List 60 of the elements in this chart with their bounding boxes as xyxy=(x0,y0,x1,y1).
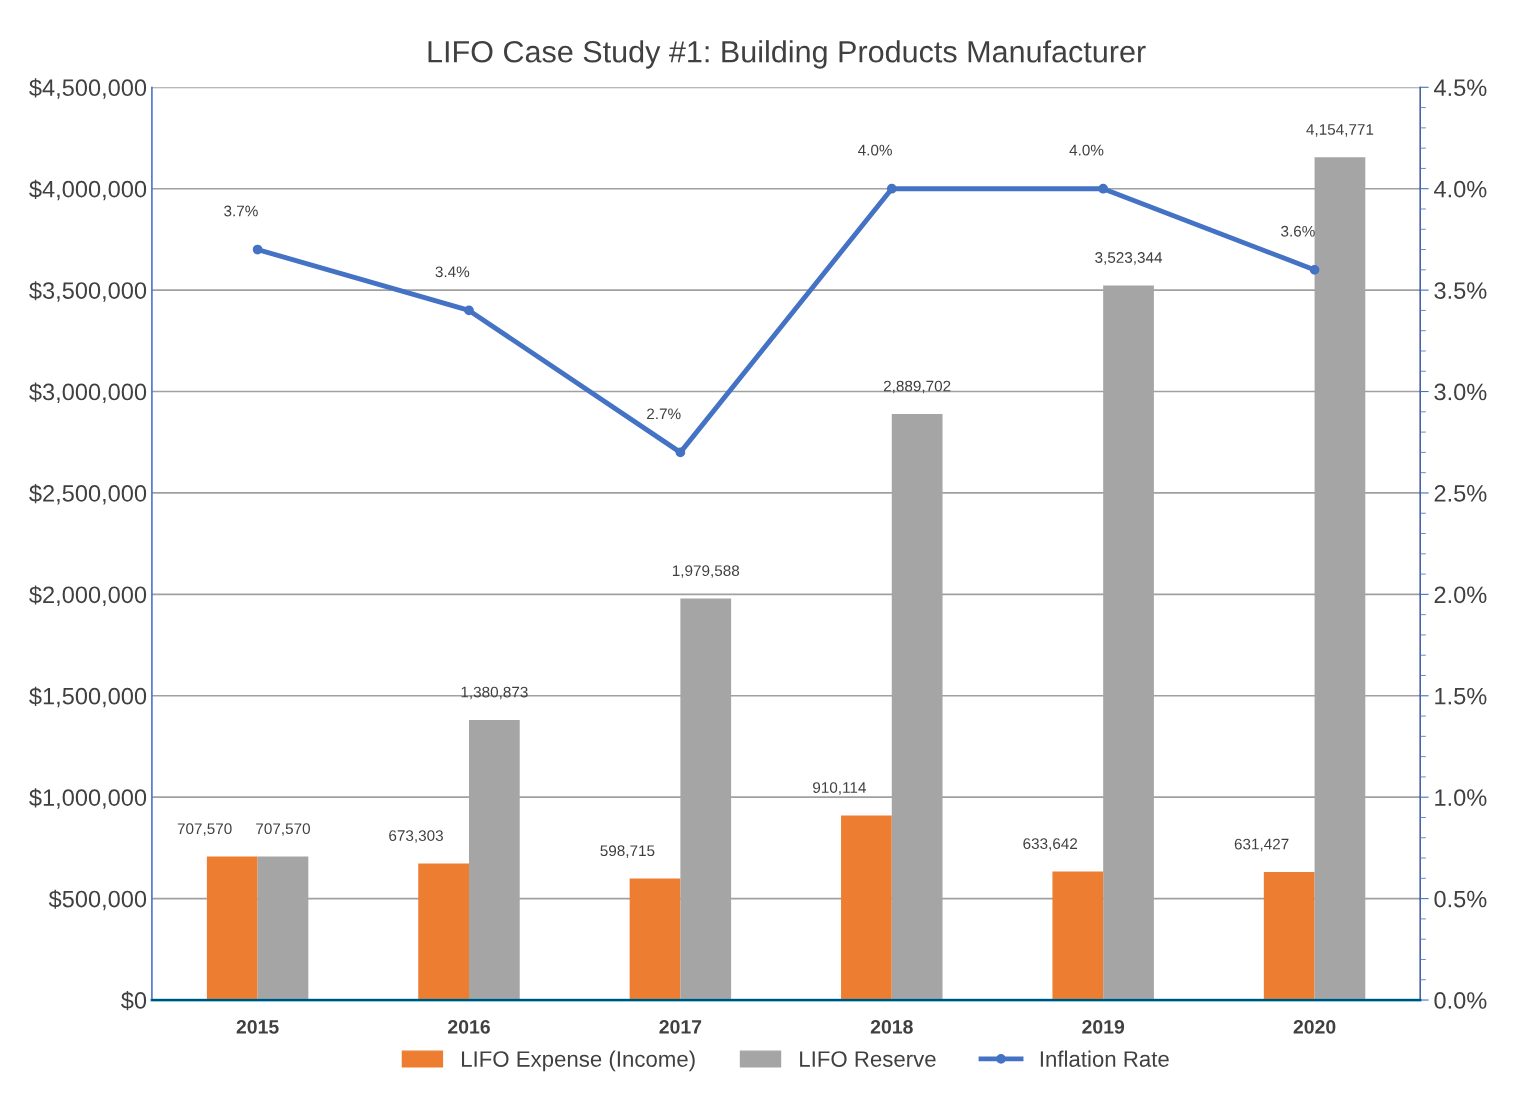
x-tick-label: 2017 xyxy=(659,1019,702,1034)
x-tick-label: 2016 xyxy=(448,1019,490,1034)
y2-tick-label: 0.0% xyxy=(1434,992,1487,1009)
data-label: 2,889,702 xyxy=(883,380,951,394)
data-label: 4.0% xyxy=(858,144,892,156)
point xyxy=(252,244,263,255)
legend-label: LIFO Expense (Income) xyxy=(462,1050,695,1072)
x-tick-label: 2015 xyxy=(236,1019,279,1034)
data-label: 631,427 xyxy=(1234,838,1289,852)
y-tick-label: $3,500,000 xyxy=(29,281,147,302)
bar xyxy=(1052,871,1104,1001)
point xyxy=(1309,264,1320,275)
point xyxy=(675,447,686,458)
data-label: 3.4% xyxy=(435,266,470,278)
data-label: 910,114 xyxy=(813,782,866,795)
data-label: 4,154,771 xyxy=(1306,124,1374,137)
data-label: 673,303 xyxy=(389,830,443,843)
legend-label: Inflation Rate xyxy=(1040,1050,1169,1067)
y2-tick-label: 2.0% xyxy=(1434,586,1487,604)
data-label: 707,570 xyxy=(177,823,232,836)
bar xyxy=(206,856,258,1001)
data-label: 3.7% xyxy=(224,205,258,217)
point xyxy=(886,183,897,194)
chart-title: LIFO Case Study #1: Building Products Manufacturer xyxy=(428,40,1146,69)
y2-tick-label: 3.5% xyxy=(1434,282,1487,299)
y-tick-label: $4,000,000 xyxy=(29,179,147,201)
y-tick-label: $2,500,000 xyxy=(29,484,147,505)
bar xyxy=(418,863,469,1001)
y-tick-label: $3,000,000 xyxy=(29,382,147,404)
y2-tick-label: 0.5% xyxy=(1434,890,1487,908)
y2-tick-label: 1.0% xyxy=(1435,789,1487,806)
bar xyxy=(1263,871,1315,1001)
x-tick-label: 2020 xyxy=(1293,1019,1336,1034)
data-label: 1,380,873 xyxy=(461,686,528,700)
data-label: 598,715 xyxy=(600,845,655,858)
y-tick-label: $500,000 xyxy=(48,889,147,911)
data-label: 4.0% xyxy=(1069,144,1104,156)
y2-tick-label: 4.0% xyxy=(1434,180,1487,198)
y2-tick-label: 2.5% xyxy=(1434,485,1487,502)
y2-tick-label: 3.0% xyxy=(1434,383,1487,401)
y2-tick-label: 4.5% xyxy=(1434,79,1487,97)
x-tick-label: 2018 xyxy=(870,1019,913,1034)
y-tick-label: $1,000,000 xyxy=(29,788,147,809)
data-label: 1,979,588 xyxy=(672,565,740,578)
point xyxy=(464,305,474,316)
y-tick-label: $1,500,000 xyxy=(29,686,147,708)
point xyxy=(1098,183,1109,194)
data-label: 707,570 xyxy=(256,823,310,836)
bar xyxy=(841,815,892,1001)
data-label: 2.7% xyxy=(647,408,681,420)
x-tick-label: 2019 xyxy=(1082,1019,1125,1034)
y-tick-label: $0 xyxy=(121,991,147,1011)
data-label: 3.6% xyxy=(1281,225,1315,237)
bar xyxy=(629,878,681,1001)
y-tick-label: $4,500,000 xyxy=(29,78,147,99)
y2-tick-label: 1.5% xyxy=(1435,687,1487,705)
data-label: 633,642 xyxy=(1023,838,1078,851)
y-tick-label: $2,000,000 xyxy=(29,585,147,606)
legend-label: LIFO Reserve xyxy=(800,1051,936,1067)
data-label: 3,523,344 xyxy=(1095,252,1163,265)
